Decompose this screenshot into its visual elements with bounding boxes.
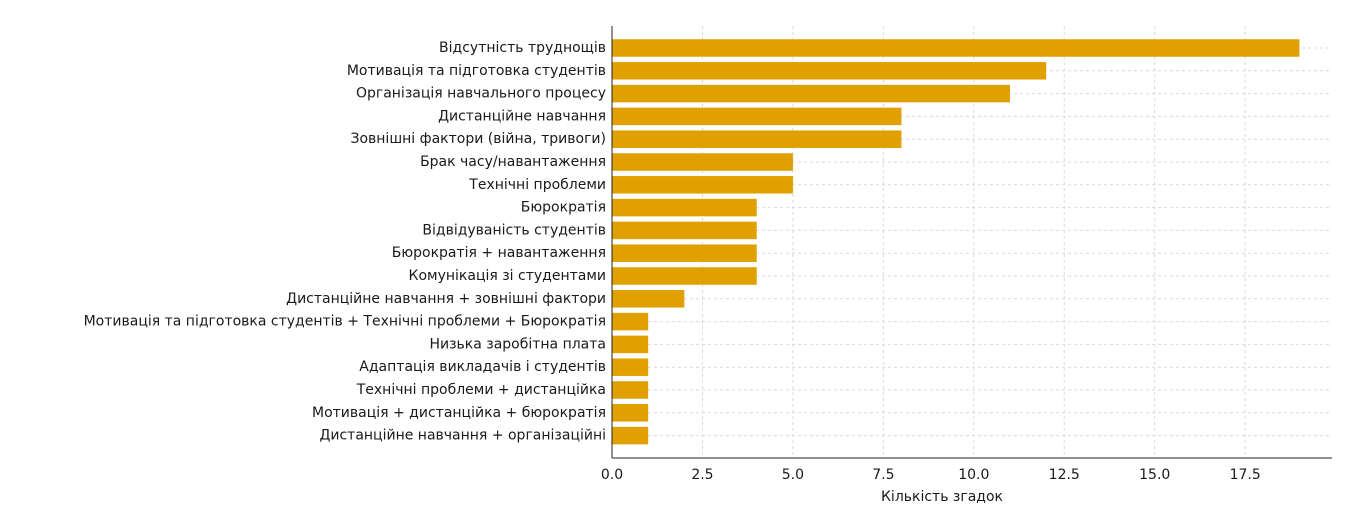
bar-0: [612, 39, 1300, 57]
x-tick-label-1: 2.5: [691, 467, 713, 483]
bar-4: [612, 130, 902, 148]
bar-6: [612, 176, 793, 194]
bar-11: [612, 290, 685, 308]
category-label-8: Відвідуваність студентів: [422, 222, 606, 238]
bar-8: [612, 221, 757, 240]
category-label-2: Організація навчального процесу: [356, 86, 606, 102]
x-tick-labels: 0.0 2.5 5.0 7.5 10.0 12.5 15.0 17.5: [601, 467, 1261, 483]
category-label-5: Брак часу/навантаження: [420, 154, 606, 170]
category-label-0: Відсутність труднощів: [439, 40, 606, 56]
bar-15: [612, 381, 649, 399]
x-tick-label-4: 10.0: [958, 467, 989, 483]
category-label-7: Бюрократія: [521, 200, 606, 216]
bar-7: [612, 198, 757, 217]
x-axis-title: Кількість згадок: [881, 489, 1003, 505]
bar-5: [612, 153, 793, 171]
bar-14: [612, 358, 649, 376]
category-label-1: Мотивація та підготовка студентів: [347, 63, 606, 79]
category-label-4: Зовнішні фактори (війна, тривоги): [350, 131, 606, 147]
bar-12: [612, 312, 649, 331]
x-tick-label-2: 5.0: [782, 467, 804, 483]
category-label-9: Бюрократія + навантаження: [392, 245, 606, 261]
bar-13: [612, 335, 649, 354]
x-tick-label-0: 0.0: [601, 467, 623, 483]
bar-16: [612, 404, 649, 422]
bar-10: [612, 267, 757, 285]
category-label-3: Дистанційне навчання: [438, 108, 606, 124]
x-tick-label-6: 15.0: [1139, 467, 1170, 483]
bar-2: [612, 84, 1010, 103]
category-label-16: Мотивація + дистанційка + бюрократія: [312, 405, 606, 421]
category-label-6: Технічні проблеми: [468, 177, 606, 193]
category-label-14: Адаптація викладачів і студентів: [359, 359, 606, 375]
category-labels: Відсутність труднощів Мотивація та підгот…: [84, 40, 606, 444]
x-tick-label-3: 7.5: [872, 467, 894, 483]
category-label-15: Технічні проблеми + дистанційка: [356, 382, 606, 398]
x-tick-label-5: 12.5: [1049, 467, 1080, 483]
bar-17: [612, 426, 649, 445]
category-label-10: Комунікація зі студентами: [409, 268, 606, 284]
bar-1: [612, 62, 1047, 80]
bar-9: [612, 244, 757, 262]
category-label-13: Низька заробітна плата: [429, 336, 606, 352]
category-label-12: Мотивація та підготовка студентів + Техн…: [84, 314, 606, 330]
category-label-11: Дистанційне навчання + зовнішні фактори: [286, 291, 606, 307]
bar-3: [612, 107, 902, 126]
bars: [612, 39, 1300, 445]
x-tick-label-7: 17.5: [1230, 467, 1261, 483]
category-label-17: Дистанційне навчання + організаційні: [319, 428, 606, 444]
